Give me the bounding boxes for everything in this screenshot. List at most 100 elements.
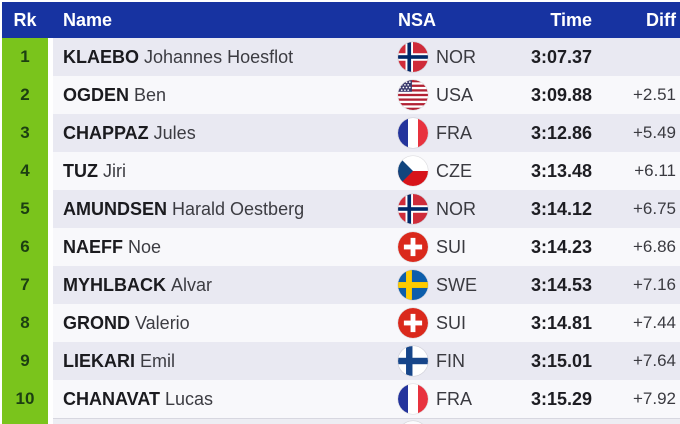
time-value: 3:14.81 bbox=[530, 312, 592, 333]
row-content: KLAEBO Johannes Hoesflot NOR 3:07.37 bbox=[53, 38, 680, 76]
rank-number: 9 bbox=[20, 351, 30, 370]
diff-value: +6.75 bbox=[632, 199, 676, 218]
table-body: 1 KLAEBO Johannes Hoesflot NOR 3:07.37 2 … bbox=[2, 38, 680, 424]
table-row[interactable]: 9 LIEKARI Emil FIN 3:15.01 +7.64 bbox=[2, 342, 680, 380]
rank-number: 4 bbox=[20, 161, 30, 180]
table-row[interactable]: 2 OGDEN Ben USA 3:09.88 +2.51 bbox=[2, 76, 680, 114]
athlete-given-name: Emil bbox=[140, 350, 175, 371]
column-gap bbox=[48, 76, 53, 114]
athlete-given-name: Ben bbox=[134, 84, 167, 105]
athlete-surname: AMUNDSEN bbox=[63, 198, 168, 219]
table-row[interactable]: 6 NAEFF Noe SUI 3:14.23 +6.86 bbox=[2, 228, 680, 266]
rank-cell: 4 bbox=[2, 152, 48, 190]
rank-number: 7 bbox=[20, 275, 30, 294]
athlete-name[interactable]: LIEKARI Emil bbox=[53, 351, 398, 372]
table-row[interactable]: 4 TUZ Jiri CZE 3:13.48 +6.11 bbox=[2, 152, 680, 190]
rank-cell: 1 bbox=[2, 38, 48, 76]
athlete-given-name: Harald Oestberg bbox=[172, 198, 305, 219]
nsa-code: SUI bbox=[436, 312, 467, 333]
athlete-surname: CHAPPAZ bbox=[63, 122, 149, 143]
usa-flag-icon bbox=[398, 80, 428, 110]
table-row[interactable]: 7 MYHLBACK Alvar SWE 3:14.53 +7.16 bbox=[2, 266, 680, 304]
column-gap bbox=[48, 228, 53, 266]
rank-cell: 9 bbox=[2, 342, 48, 380]
rank-number: 6 bbox=[20, 237, 30, 256]
row-content: OGDEN Ben USA 3:09.88 +2.51 bbox=[53, 76, 680, 114]
athlete-name[interactable]: CHAPPAZ Jules bbox=[53, 123, 398, 144]
sui-flag-icon bbox=[398, 308, 428, 338]
athlete-given-name: Jiri bbox=[103, 160, 126, 181]
nor-flag-icon bbox=[398, 194, 428, 224]
athlete-name[interactable]: AMUNDSEN Harald Oestberg bbox=[53, 199, 398, 220]
column-gap bbox=[48, 304, 53, 342]
rank-cell: 8 bbox=[2, 304, 48, 342]
time-value: 3:09.88 bbox=[530, 84, 592, 105]
flag-cell bbox=[398, 384, 428, 414]
athlete-name[interactable]: MYHLBACK Alvar bbox=[53, 275, 398, 296]
athlete-given-name: Alvar bbox=[171, 274, 213, 295]
row-content: GROND Valerio SUI 3:14.81 +7.44 bbox=[53, 304, 680, 342]
athlete-name[interactable]: NAEFF Noe bbox=[53, 237, 398, 258]
athlete-surname: KLAEBO bbox=[63, 46, 139, 67]
sui-flag-icon bbox=[398, 232, 428, 262]
rank-cell: 2 bbox=[2, 76, 48, 114]
rank-number: 3 bbox=[20, 123, 30, 142]
athlete-name[interactable]: CHANAVAT Lucas bbox=[53, 389, 398, 410]
nsa-code: NOR bbox=[436, 46, 476, 67]
athlete-name[interactable]: KLAEBO Johannes Hoesflot bbox=[53, 47, 398, 68]
table-row-partial bbox=[2, 418, 680, 424]
athlete-given-name: Valerio bbox=[135, 312, 190, 333]
column-gap bbox=[48, 380, 53, 418]
rank-cell: 10 bbox=[2, 380, 48, 418]
row-content: TUZ Jiri CZE 3:13.48 +6.11 bbox=[53, 152, 680, 190]
flag-cell bbox=[398, 80, 428, 110]
athlete-name[interactable]: OGDEN Ben bbox=[53, 85, 398, 106]
athlete-given-name: Johannes Hoesflot bbox=[144, 46, 294, 67]
athlete-name[interactable]: GROND Valerio bbox=[53, 313, 398, 334]
nor-flag-icon bbox=[398, 42, 428, 72]
table-header: Rk Name NSA Time Diff bbox=[2, 2, 680, 38]
diff-value: +6.86 bbox=[632, 237, 676, 256]
cze-flag-icon bbox=[398, 156, 428, 186]
athlete-surname: MYHLBACK bbox=[63, 274, 166, 295]
flag-cell bbox=[398, 232, 428, 262]
athlete-surname: GROND bbox=[63, 312, 130, 333]
time-value: 3:12.86 bbox=[530, 122, 592, 143]
time-value: 3:13.48 bbox=[530, 160, 592, 181]
nsa-code: FRA bbox=[436, 388, 472, 409]
nsa-code: USA bbox=[436, 84, 474, 105]
swe-flag-icon bbox=[398, 270, 428, 300]
flag-cell bbox=[398, 308, 428, 338]
rank-number: 2 bbox=[20, 85, 30, 104]
column-gap bbox=[48, 266, 53, 304]
athlete-surname: CHANAVAT bbox=[63, 388, 160, 409]
header-rank: Rk bbox=[13, 9, 37, 30]
row-content: AMUNDSEN Harald Oestberg NOR 3:14.12 +6.7… bbox=[53, 190, 680, 228]
nsa-code: FIN bbox=[436, 350, 465, 371]
table-row[interactable]: 10 CHANAVAT Lucas FRA 3:15.29 +7.92 bbox=[2, 380, 680, 418]
flag-cell bbox=[398, 270, 428, 300]
flag-cell bbox=[398, 42, 428, 72]
diff-value: +7.92 bbox=[632, 389, 676, 408]
table-row[interactable]: 3 CHAPPAZ Jules FRA 3:12.86 +5.49 bbox=[2, 114, 680, 152]
row-content: NAEFF Noe SUI 3:14.23 +6.86 bbox=[53, 228, 680, 266]
header-name: Name bbox=[63, 9, 113, 30]
time-value: 3:14.23 bbox=[530, 236, 592, 257]
athlete-name[interactable]: TUZ Jiri bbox=[53, 161, 398, 182]
table-row[interactable]: 1 KLAEBO Johannes Hoesflot NOR 3:07.37 bbox=[2, 38, 680, 76]
diff-value: +5.49 bbox=[632, 123, 676, 142]
header-time: Time bbox=[550, 9, 592, 30]
nsa-code: NOR bbox=[436, 198, 476, 219]
nsa-code: CZE bbox=[436, 160, 472, 181]
table-row[interactable]: 8 GROND Valerio SUI 3:14.81 +7.44 bbox=[2, 304, 680, 342]
row-content: MYHLBACK Alvar SWE 3:14.53 +7.16 bbox=[53, 266, 680, 304]
fin-flag-icon bbox=[398, 346, 428, 376]
rank-cell: 6 bbox=[2, 228, 48, 266]
fra-flag-icon bbox=[398, 384, 428, 414]
fra-flag-icon bbox=[398, 118, 428, 148]
athlete-surname: TUZ bbox=[63, 160, 98, 181]
row-content bbox=[53, 418, 680, 424]
table-row[interactable]: 5 AMUNDSEN Harald Oestberg NOR 3:14.12 +6… bbox=[2, 190, 680, 228]
athlete-given-name: Lucas bbox=[165, 388, 214, 409]
